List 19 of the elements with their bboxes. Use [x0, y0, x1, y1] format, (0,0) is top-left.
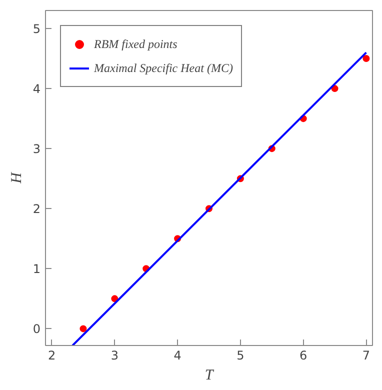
y-axis-title: H — [8, 171, 25, 184]
legend-label: RBM fixed points — [94, 36, 178, 52]
x-tick-label: 3 — [110, 348, 118, 362]
y-tick-label: 0 — [32, 322, 41, 336]
point — [80, 325, 87, 332]
x-tick-label: 6 — [300, 348, 308, 362]
x-tick-label: 2 — [48, 348, 56, 362]
y-tick-label: 2 — [32, 202, 41, 216]
point — [111, 295, 118, 302]
y-tick-label: 4 — [32, 82, 41, 96]
x-tick-label: 5 — [236, 348, 244, 362]
x-tick-label: 7 — [362, 348, 370, 362]
y-tick-label: 1 — [32, 262, 41, 276]
x-tick-label: 4 — [174, 348, 182, 362]
point — [362, 55, 370, 62]
y-tick-label: 5 — [32, 22, 41, 36]
legend-label: Maximal Specific Heat (MC) — [94, 60, 233, 76]
y-tick-label: 3 — [32, 142, 41, 156]
x-axis-title: T — [204, 368, 215, 384]
